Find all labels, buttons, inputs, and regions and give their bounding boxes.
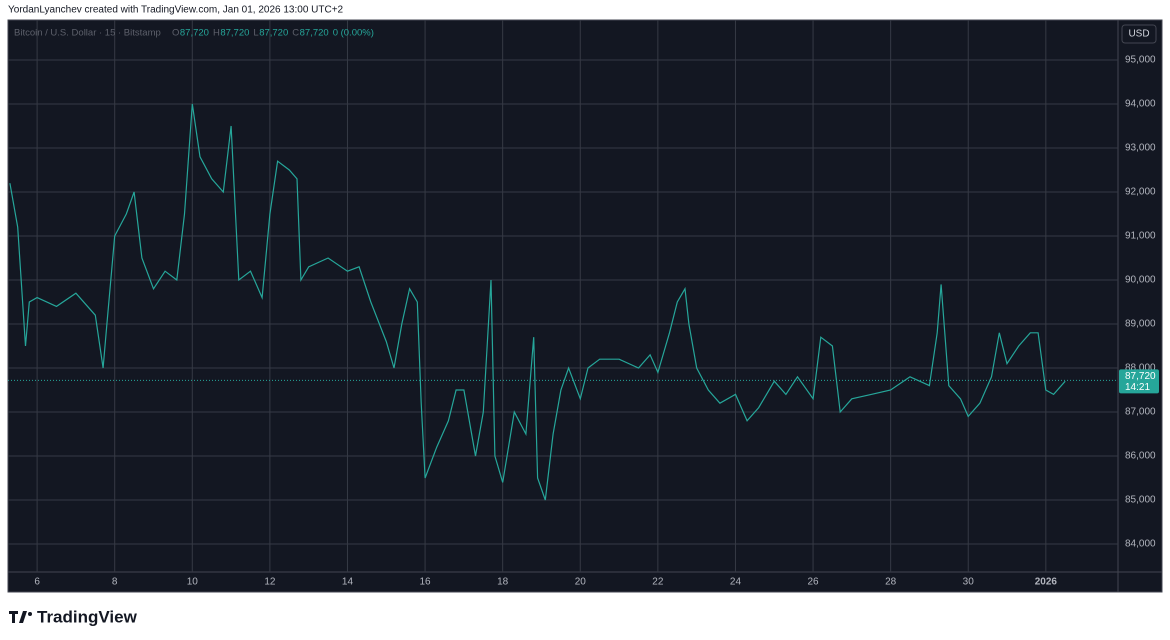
currency-button[interactable] [1121, 24, 1157, 44]
ohlc-key: H [213, 28, 220, 39]
x-tick-label: 14 [342, 577, 354, 588]
ohlc-value: 87,720 [220, 28, 249, 39]
symbol: Bitcoin / U.S. Dollar · 15 · Bitstamp [14, 28, 161, 39]
ohlc-key: O [172, 28, 179, 39]
y-tick-label: 91,000 [1125, 231, 1156, 242]
y-tick-label: 84,000 [1125, 539, 1156, 550]
price-line [9, 103, 1066, 501]
x-tick-label: 16 [420, 577, 432, 588]
ohlc-value: 87,720 [259, 28, 288, 39]
ohlc-value: 87,720 [300, 28, 329, 39]
y-tick-label: 85,000 [1125, 495, 1156, 506]
x-tick-label: 6 [34, 577, 40, 588]
y-tick-label: 87,000 [1125, 407, 1156, 418]
chart-background [7, 19, 1163, 593]
logo-mark [9, 611, 27, 623]
last-price-label: 87,720 [1125, 371, 1156, 382]
x-tick-label: 18 [497, 577, 509, 588]
x-tick-label: 28 [885, 577, 897, 588]
x-tick-label: 10 [187, 577, 199, 588]
ohlc-value: 87,720 [180, 28, 209, 39]
logo: TradingView [9, 607, 138, 626]
x-tick-label: 24 [730, 577, 742, 588]
plot [8, 103, 1118, 501]
ohlc-key: C [292, 28, 299, 39]
y-tick-label: 93,000 [1125, 143, 1156, 154]
grid [8, 20, 1118, 572]
y-tick-label: 89,000 [1125, 319, 1156, 330]
logo-dot [28, 612, 32, 616]
x-tick-label: 26 [807, 577, 819, 588]
y-tick-label: 88,000 [1125, 363, 1156, 374]
x-tick-label: 30 [963, 577, 975, 588]
x-tick-label: 12 [264, 577, 276, 588]
ohlc-legend: O 87,720 H 87,720 L 87,720 C 87,720 0 (0.00%) [172, 28, 374, 39]
x-tick-label: 22 [652, 577, 664, 588]
y-tick-label: 95,000 [1125, 55, 1156, 66]
y-tick-label: 92,000 [1125, 187, 1156, 198]
y-tick-label: 90,000 [1125, 275, 1156, 286]
y-tick-label: 94,000 [1125, 99, 1156, 110]
x-tick-label: 20 [575, 577, 587, 588]
ohlc-key: L [253, 28, 258, 39]
countdown: 14:21 [1125, 382, 1150, 393]
header: YordanLyanchev created with TradingView.… [8, 5, 344, 16]
change: 0 (0.00%) [333, 28, 374, 39]
logo-text: TradingView [37, 607, 138, 626]
y-tick-label: 86,000 [1125, 451, 1156, 462]
x-tick-label: 8 [112, 577, 118, 588]
last-price-badge [1119, 369, 1159, 394]
x-tick-label: 2026 [1035, 577, 1058, 588]
currency[interactable]: USD [1128, 29, 1149, 40]
